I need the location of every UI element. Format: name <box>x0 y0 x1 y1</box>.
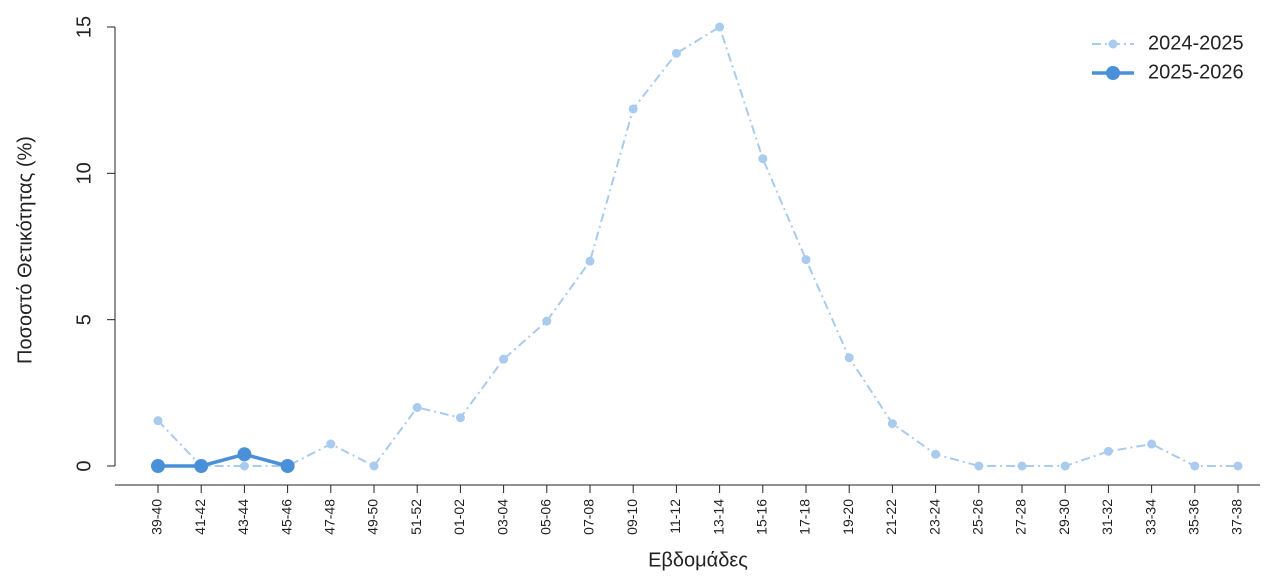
data-point <box>1060 461 1070 471</box>
legend-label: 2025-2026 <box>1148 61 1244 83</box>
data-point <box>1233 461 1243 471</box>
data-point <box>758 154 768 164</box>
x-tick-label: 47-48 <box>322 499 338 535</box>
x-tick-label: 05-06 <box>538 499 554 535</box>
data-point <box>1147 439 1157 449</box>
y-tick-label: 10 <box>73 162 95 184</box>
x-tick-label: 29-30 <box>1056 499 1072 535</box>
data-point <box>887 419 897 429</box>
data-point <box>153 416 163 426</box>
y-axis-label: Ποσοστό Θετικότητας (%) <box>14 136 36 364</box>
series-line <box>157 25 1238 468</box>
data-point <box>585 256 595 266</box>
x-tick-label: 07-08 <box>581 499 597 535</box>
x-tick-label: 43-44 <box>235 499 251 535</box>
x-tick-label: 17-18 <box>797 499 813 535</box>
legend-marker <box>1108 39 1118 49</box>
data-point <box>844 353 854 363</box>
data-point <box>628 104 638 114</box>
y-tick-label: 5 <box>73 314 95 325</box>
legend-label: 2024-2025 <box>1148 32 1244 54</box>
data-point <box>194 459 209 473</box>
x-tick-label: 33-34 <box>1142 499 1158 535</box>
x-tick-label: 23-24 <box>926 499 942 535</box>
x-tick-label: 51-52 <box>408 499 424 535</box>
x-tick-label: 31-32 <box>1099 499 1115 535</box>
legend-marker <box>1106 66 1120 80</box>
x-tick-label: 25-26 <box>970 499 986 535</box>
data-point <box>239 461 249 471</box>
data-point <box>1017 461 1027 471</box>
x-tick-label: 19-20 <box>840 499 856 535</box>
data-point <box>801 255 811 265</box>
series-line <box>158 452 289 468</box>
data-point <box>455 413 465 423</box>
x-tick-label: 11-12 <box>667 499 683 534</box>
x-tick-label: 27-28 <box>1013 499 1029 535</box>
data-point <box>237 447 252 462</box>
x-tick-label: 03-04 <box>494 499 510 535</box>
y-tick-label: 15 <box>73 16 95 38</box>
x-tick-label: 39-40 <box>149 499 165 535</box>
data-point <box>280 459 295 473</box>
x-tick-label: 37-38 <box>1229 499 1245 535</box>
x-tick-label: 09-10 <box>624 499 640 535</box>
y-tick-label: 0 <box>73 460 95 471</box>
data-point <box>931 449 941 459</box>
x-tick-label: 13-14 <box>710 499 726 535</box>
data-point <box>715 22 725 32</box>
x-tick-label: 45-46 <box>278 499 294 535</box>
data-point <box>412 402 422 412</box>
data-point <box>1190 461 1200 471</box>
data-point <box>369 461 379 471</box>
x-tick-label: 15-16 <box>754 499 770 535</box>
data-point <box>499 354 509 364</box>
x-tick-label: 49-50 <box>365 499 381 535</box>
x-tick-label: 41-42 <box>192 499 208 535</box>
x-tick-label: 35-36 <box>1186 499 1202 535</box>
x-tick-label: 21-22 <box>883 499 899 535</box>
x-axis-label: Εβδομάδες <box>648 549 748 571</box>
data-point <box>974 461 984 471</box>
data-point <box>542 316 552 326</box>
data-point <box>671 48 681 58</box>
x-tick-label: 01-02 <box>451 499 467 535</box>
data-point <box>1103 446 1113 456</box>
data-point <box>326 439 336 449</box>
data-point <box>151 459 165 473</box>
